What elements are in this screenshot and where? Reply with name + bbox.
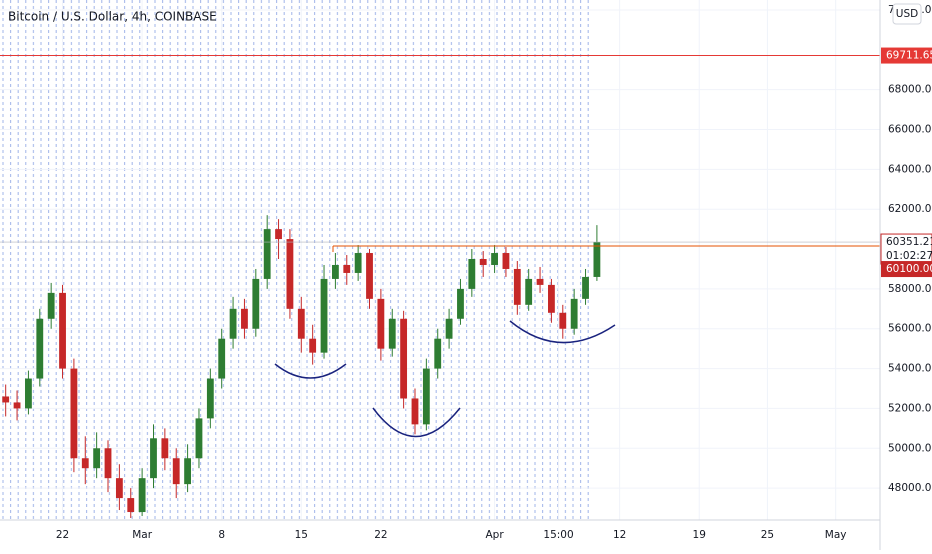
candle-body bbox=[570, 298, 578, 329]
alert-label: 60100.00 bbox=[886, 263, 932, 275]
y-tick-label: 48000.00 bbox=[888, 482, 932, 494]
candle-body bbox=[206, 378, 214, 419]
candle-body bbox=[377, 298, 385, 349]
candle-body bbox=[582, 276, 589, 299]
candle-body bbox=[161, 438, 169, 459]
x-tick-label: Apr bbox=[485, 529, 504, 541]
y-tick-label: 68000.00 bbox=[888, 84, 932, 96]
y-tick-label: 56000.00 bbox=[888, 323, 932, 335]
candle-body bbox=[411, 398, 419, 425]
x-tick-label: 19 bbox=[693, 529, 706, 541]
candle-body bbox=[479, 259, 487, 265]
candle-body bbox=[127, 498, 135, 513]
candle-body bbox=[286, 239, 294, 309]
candle-body bbox=[343, 264, 351, 273]
candle-body bbox=[263, 229, 271, 279]
candle-body bbox=[93, 448, 101, 469]
candle-body bbox=[366, 253, 373, 299]
price-tag bbox=[880, 233, 932, 265]
y-tick-label: 58000.00 bbox=[888, 283, 932, 295]
candle-body bbox=[172, 458, 180, 485]
candle-body bbox=[218, 338, 226, 379]
x-tick-label: 22 bbox=[56, 529, 69, 541]
candle-body bbox=[2, 396, 10, 403]
x-tick-label: Mar bbox=[132, 529, 152, 541]
x-tick-label: 15 bbox=[295, 529, 308, 541]
candle-body bbox=[184, 458, 192, 485]
y-tick-label: 54000.00 bbox=[888, 363, 932, 375]
candle-body bbox=[320, 278, 328, 353]
candle-body bbox=[241, 308, 248, 329]
last-price-label: 60351.21 bbox=[886, 236, 932, 248]
candle-body bbox=[309, 338, 317, 353]
price-tag-label: 69711.65 bbox=[886, 50, 932, 62]
candle-body bbox=[536, 278, 544, 285]
candle-body bbox=[36, 318, 44, 379]
currency-label[interactable]: USD bbox=[896, 8, 918, 20]
candle-body bbox=[104, 448, 112, 479]
candle-body bbox=[229, 308, 237, 339]
x-tick-label: 12 bbox=[613, 529, 626, 541]
pattern-arc bbox=[509, 320, 616, 344]
chart-title: Bitcoin / U.S. Dollar, 4h, COINBASE bbox=[8, 10, 217, 24]
x-tick-label: 15:00 bbox=[543, 529, 573, 541]
candle-body bbox=[468, 259, 476, 289]
x-tick-label: May bbox=[825, 529, 847, 541]
x-tick-label: 22 bbox=[374, 529, 387, 541]
candle-body bbox=[115, 478, 123, 499]
candle-body bbox=[422, 368, 430, 425]
candle-body bbox=[400, 318, 408, 399]
candle-body bbox=[195, 418, 203, 459]
candle-body bbox=[593, 242, 601, 277]
candle-body bbox=[331, 264, 339, 279]
candle-body bbox=[138, 478, 146, 513]
candle-body bbox=[513, 268, 521, 305]
candle-body bbox=[59, 292, 66, 369]
y-tick-label: 62000.00 bbox=[888, 203, 932, 215]
price-tag bbox=[881, 47, 932, 64]
candle-body bbox=[434, 338, 442, 369]
currency-button[interactable] bbox=[892, 3, 922, 25]
x-tick-label: 25 bbox=[761, 529, 774, 541]
y-tick-label: 66000.00 bbox=[888, 124, 932, 136]
candle-body bbox=[13, 402, 21, 409]
x-tick-label: 8 bbox=[218, 529, 225, 541]
pattern-arc bbox=[372, 407, 461, 438]
candle-body bbox=[47, 292, 55, 319]
candle-body bbox=[457, 288, 464, 319]
pattern-arc bbox=[274, 363, 347, 379]
y-tick-label: 64000.00 bbox=[888, 163, 932, 175]
candle-body bbox=[150, 438, 157, 479]
y-tick-label: 50000.00 bbox=[888, 442, 932, 454]
alert-tag bbox=[881, 261, 932, 278]
candle-body bbox=[525, 278, 533, 305]
candle-body bbox=[252, 278, 260, 329]
candle-body bbox=[502, 253, 510, 269]
candle-body bbox=[275, 229, 282, 240]
candle-body bbox=[297, 308, 305, 339]
candle-body bbox=[25, 378, 32, 409]
candle-body bbox=[548, 284, 555, 313]
candle-body bbox=[491, 253, 498, 265]
candle-body bbox=[354, 253, 362, 273]
candle-body bbox=[388, 318, 396, 349]
candle-body bbox=[70, 368, 78, 459]
y-tick-label: 52000.00 bbox=[888, 402, 932, 414]
candle-body bbox=[445, 318, 453, 339]
candle-body bbox=[559, 312, 567, 329]
countdown-label: 01:02:27 bbox=[886, 250, 932, 262]
candle-body bbox=[81, 458, 89, 469]
